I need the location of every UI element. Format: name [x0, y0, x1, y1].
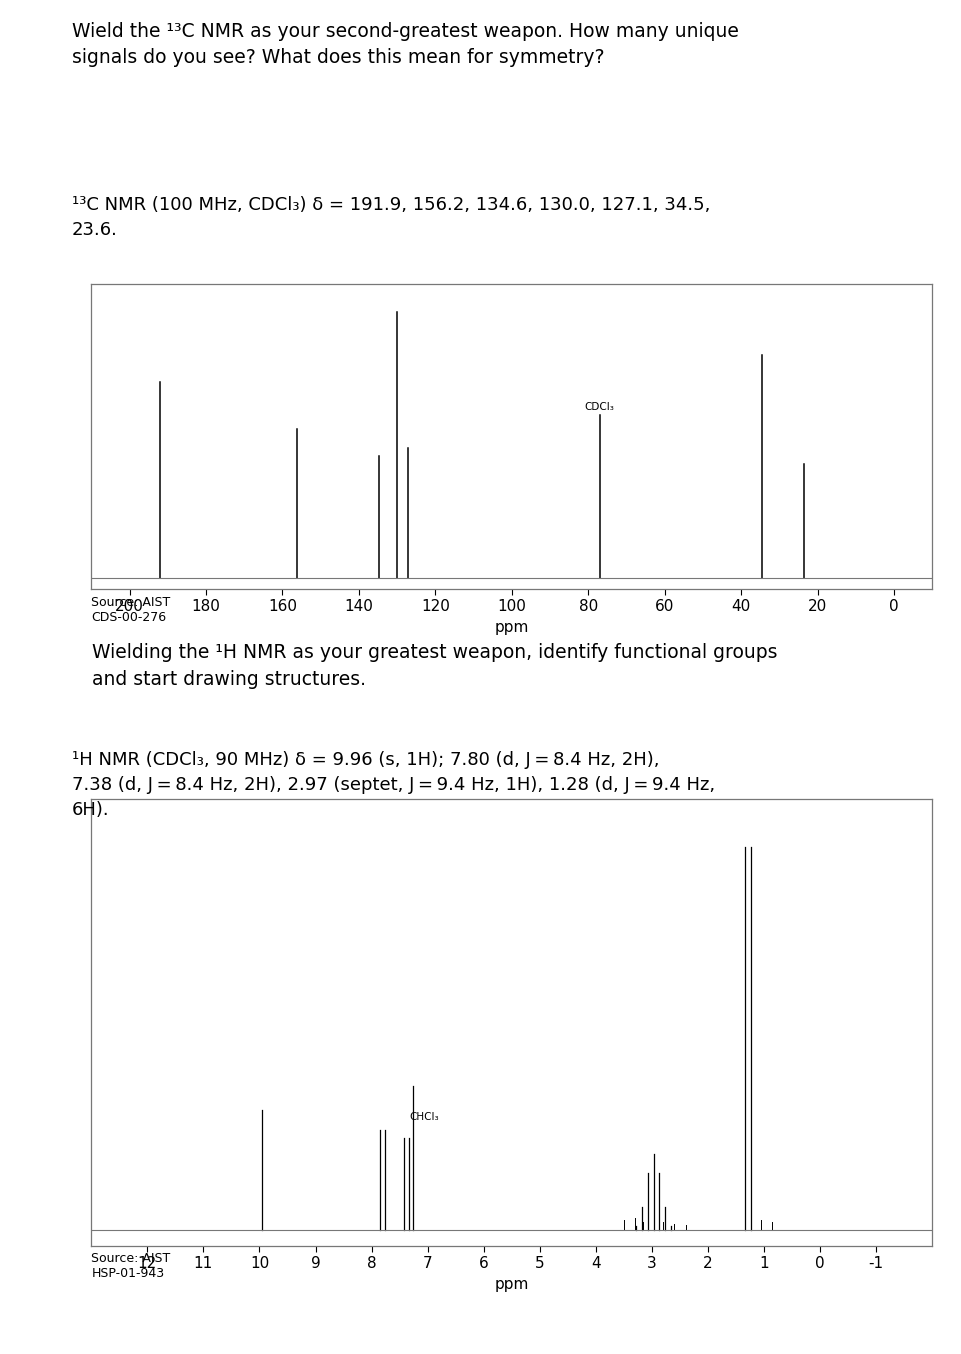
Text: Source: AIST
HSP-01-943: Source: AIST HSP-01-943: [91, 1252, 170, 1281]
Text: CDCl₃: CDCl₃: [584, 402, 614, 412]
Text: Wielding the ¹H NMR as your greatest weapon, identify functional groups
 and sta: Wielding the ¹H NMR as your greatest wea…: [86, 643, 778, 689]
Text: Wield the ¹³C NMR as your second-greatest weapon. How many unique
signals do you: Wield the ¹³C NMR as your second-greates…: [72, 22, 739, 68]
Text: ¹H NMR (CDCl₃, 90 MHz) δ = 9.96 (s, 1H); 7.80 (d, J = 8.4 Hz, 2H),
7.38 (d, J = : ¹H NMR (CDCl₃, 90 MHz) δ = 9.96 (s, 1H);…: [72, 751, 715, 819]
X-axis label: ppm: ppm: [495, 620, 529, 635]
X-axis label: ppm: ppm: [495, 1277, 529, 1292]
Text: ¹³C NMR (100 MHz, CDCl₃) δ = 191.9, 156.2, 134.6, 130.0, 127.1, 34.5,
23.6.: ¹³C NMR (100 MHz, CDCl₃) δ = 191.9, 156.…: [72, 196, 710, 240]
Text: Source: AIST
CDS-00-276: Source: AIST CDS-00-276: [91, 596, 170, 624]
Text: CHCl₃: CHCl₃: [409, 1112, 439, 1122]
